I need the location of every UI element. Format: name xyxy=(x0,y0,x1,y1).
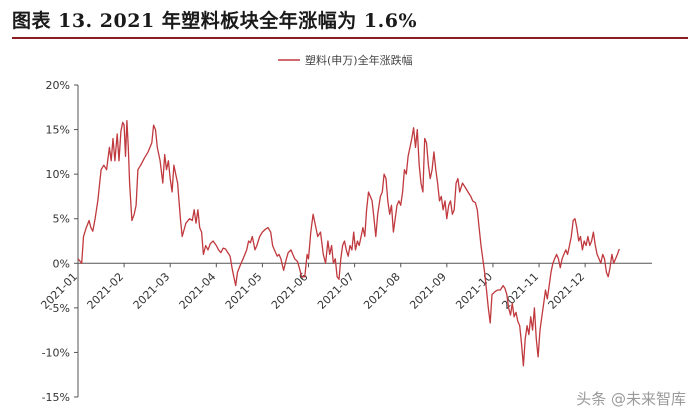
y-tick-label: -15% xyxy=(42,391,70,404)
y-tick-label: 15% xyxy=(46,124,70,137)
y-axis: 20% 15% 10% 5% 0% -5% -10% -15% xyxy=(42,79,79,404)
x-tick-label: 2021-05 xyxy=(223,270,265,312)
y-tick-label: 0% xyxy=(53,257,70,270)
y-tick-label: 10% xyxy=(46,168,70,181)
x-tick-label: 2021-10 xyxy=(453,270,495,312)
series-line xyxy=(77,120,620,367)
x-tick-label: 2021-04 xyxy=(177,270,219,312)
x-tick-label: 2021-08 xyxy=(361,270,403,312)
chart-legend: 塑料(申万)全年涨跌幅 xyxy=(278,53,413,67)
x-axis: 2021-01 2021-02 2021-03 2021-04 2021-05 2021-… xyxy=(38,262,652,312)
y-tick-label: 20% xyxy=(46,79,70,92)
legend-label: 塑料(申万)全年涨跌幅 xyxy=(305,53,413,67)
y-tick-label: 5% xyxy=(53,213,70,226)
title-divider xyxy=(12,37,688,39)
x-tick-label: 2021-07 xyxy=(315,270,357,312)
y-tick-label: -10% xyxy=(42,346,70,359)
x-tick-label: 2021-03 xyxy=(131,270,173,312)
y-tick-label: -5% xyxy=(49,302,70,315)
x-tick-label: 2021-02 xyxy=(85,270,127,312)
page-title: 图表 13. 2021 年塑料板块全年涨幅为 1.6% xyxy=(12,10,418,32)
watermark: 头条 @未来智库 xyxy=(576,390,686,408)
x-tick-label: 2021-09 xyxy=(407,270,449,312)
series-layer xyxy=(77,120,620,367)
x-tick-label: 2021-12 xyxy=(546,270,588,312)
